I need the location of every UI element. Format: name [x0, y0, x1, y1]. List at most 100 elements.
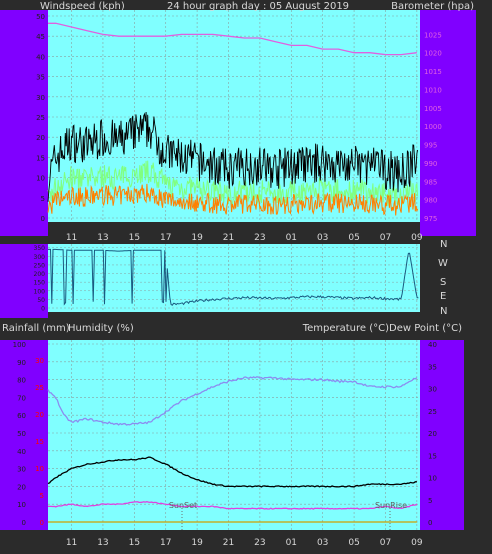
rainfall-ytick-label: 25	[35, 384, 44, 392]
wind-low-line	[47, 183, 419, 216]
temperature-ytick-label: 25	[428, 408, 437, 416]
barometer-header: Barometer (hpa)	[391, 1, 474, 12]
humidity-ytick-label: 20	[17, 483, 26, 491]
wind-ytick-label: 50	[36, 13, 45, 21]
barometer-line	[48, 22, 417, 56]
humidity-header: Humidity (%)	[68, 323, 134, 334]
lower-xtick-label: 07	[380, 538, 391, 548]
right-axis-panel-top	[420, 10, 476, 236]
wind-average-line	[47, 160, 419, 207]
humidity-ytick-label: 60	[17, 412, 26, 420]
wind-ytick-label: 5	[41, 195, 45, 203]
wind-xtick-label: 01	[286, 233, 297, 243]
lower-plot-area	[48, 340, 420, 530]
direction-label-n-top: N	[440, 239, 447, 250]
barometer-ytick-label: 990	[424, 160, 437, 168]
lower-xtick-label: 15	[129, 538, 140, 548]
temperature-line	[47, 456, 417, 488]
wind-xtick-label: 23	[254, 233, 265, 243]
barometer-ytick-label: 985	[424, 178, 437, 186]
direction-plot-area	[48, 244, 420, 312]
wind-ytick-label: 0	[41, 215, 45, 223]
wind-ytick-label: 25	[36, 114, 45, 122]
temperature-ytick-label: 30	[428, 386, 437, 394]
direction-ytick-label: 50	[37, 297, 45, 304]
graph-title: 24 hour graph day : 05 August 2019	[167, 1, 349, 12]
humidity-line	[47, 376, 418, 426]
right-axis-panel-bottom	[420, 340, 464, 530]
humidity-ytick-label: 10	[17, 501, 26, 509]
rainfall-ytick-label: 30	[35, 357, 44, 365]
wind-xtick-label: 05	[348, 233, 359, 243]
left-axis-panel-top	[0, 10, 48, 236]
lower-xtick-label: 05	[348, 538, 359, 548]
humidity-ytick-label: 100	[13, 341, 26, 349]
rainfall-ytick-label: 5	[40, 492, 44, 500]
lower-xtick-label: 01	[286, 538, 297, 548]
direction-label-n-bottom: N	[440, 306, 447, 317]
barometer-ytick-label: 1025	[424, 31, 442, 39]
wind-ytick-label: 40	[36, 53, 45, 61]
barometer-ytick-label: 980	[424, 197, 437, 205]
temperature-ytick-label: 15	[428, 452, 437, 460]
rainfall-ytick-label: 15	[35, 438, 44, 446]
wind-direction-line	[48, 248, 419, 306]
humidity-ytick-label: 40	[17, 448, 26, 456]
lower-xtick-label: 21	[223, 538, 234, 548]
rainfall-ytick-label: 10	[35, 465, 44, 473]
temperature-ytick-label: 20	[428, 430, 437, 438]
humidity-ytick-label: 0	[22, 519, 26, 527]
temperature-ytick-label: 5	[428, 497, 432, 505]
wind-xtick-label: 13	[97, 233, 108, 243]
humidity-ytick-label: 90	[17, 359, 26, 367]
lower-xtick-label: 09	[411, 538, 423, 548]
wind-ytick-label: 20	[36, 134, 45, 142]
wind-xtick-label: 11	[66, 233, 77, 243]
lower-xtick-label: 11	[66, 538, 77, 548]
wind-ytick-label: 15	[36, 154, 45, 162]
temperature-header: Temperature (°C)Dew Point (°C)	[302, 323, 462, 334]
barometer-ytick-label: 975	[424, 215, 437, 223]
barometer-ytick-label: 1020	[424, 50, 442, 58]
direction-ytick-label: 250	[34, 262, 46, 269]
direction-ytick-label: 150	[34, 280, 46, 287]
direction-ytick-label: 200	[34, 271, 46, 278]
windspeed-header: Windspeed (kph)	[40, 1, 125, 12]
dew-point-line	[47, 501, 418, 510]
barometer-ytick-label: 995	[424, 142, 437, 150]
lower-xtick-label: 03	[317, 538, 328, 548]
barometer-ytick-label: 1015	[424, 68, 442, 76]
direction-ytick-label: 300	[34, 254, 46, 261]
direction-label-e: E	[440, 291, 446, 302]
rainfall-ytick-label: 0	[40, 519, 44, 527]
wind-xtick-label: 21	[223, 233, 234, 243]
lower-xtick-label: 17	[160, 538, 171, 548]
barometer-ytick-label: 1000	[424, 123, 442, 131]
barometer-ytick-label: 1005	[424, 105, 442, 113]
lower-xtick-label: 23	[254, 538, 265, 548]
temperature-ytick-label: 35	[428, 363, 437, 371]
left-axis-panel-bottom	[0, 340, 48, 530]
direction-ytick-label: 100	[34, 288, 46, 295]
wind-ytick-label: 30	[36, 94, 45, 102]
sunset-label: SunSet	[169, 501, 197, 510]
barometer-ytick-label: 1010	[424, 86, 442, 94]
humidity-ytick-label: 50	[17, 430, 26, 438]
sunrise-label: SunRise	[375, 501, 407, 510]
rainfall-header: Rainfall (mm)	[2, 323, 70, 334]
temperature-ytick-label: 0	[428, 519, 432, 527]
data-series	[47, 22, 419, 523]
wind-ytick-label: 10	[36, 175, 45, 183]
lower-xtick-label: 19	[191, 538, 203, 548]
direction-label-s: S	[440, 277, 446, 288]
direction-ytick-label: 0	[41, 306, 45, 313]
left-axis-panel-direction	[0, 244, 48, 318]
humidity-ytick-label: 30	[17, 466, 26, 474]
direction-label-w: W	[438, 258, 448, 269]
wind-xtick-label: 07	[380, 233, 391, 243]
humidity-ytick-label: 70	[17, 394, 26, 402]
wind-ytick-label: 35	[36, 74, 45, 82]
temperature-ytick-label: 10	[428, 475, 437, 483]
wind-xtick-label: 15	[129, 233, 140, 243]
